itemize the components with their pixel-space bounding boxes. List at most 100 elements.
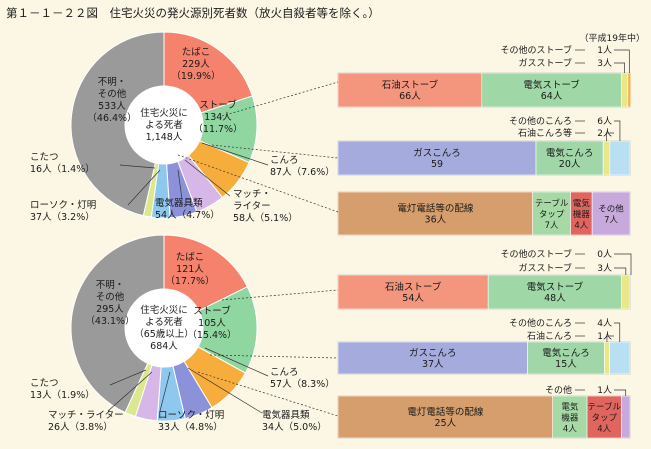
bar-segment-r1-s0 (337, 341, 528, 375)
bar-label-r2-s0-value: 25人 (435, 418, 457, 429)
pie-label-lighter-line-0: マッチ・ (233, 189, 271, 200)
pie-center-label-line-1: よる死者 (145, 317, 183, 328)
bar-callout-name-r1-s2: 石油こんろ (527, 330, 572, 342)
pie-center-label-line-0: 住宅火災に (140, 304, 188, 316)
bar-callout-name-r0-s2: ガスストーブ (519, 57, 572, 69)
pie-center-label-line-0: 住宅火災に (140, 107, 188, 119)
bar-segment-r0-s1 (487, 274, 622, 310)
pie-slice-stove (162, 286, 258, 374)
bar-segment-r0-s2 (620, 72, 629, 108)
bar-label-r1-s0-value: 37人 (422, 359, 444, 370)
pie-leader-lighter (107, 371, 153, 412)
bar-label-r1-s1-value: 20人 (559, 159, 581, 170)
pie-label-konro-line-1: 87人（7.6%） (270, 166, 335, 178)
connector-konro-1 (211, 144, 339, 159)
bar-callout-name-r1-s3: その他のこんろ (509, 317, 572, 329)
bar-segment-r1-s3 (609, 341, 631, 375)
pie-label-kotatsu-line-0: こたつ (30, 378, 59, 389)
bar-label-r2-s2-name-0: テーブル (587, 402, 621, 413)
bar-label-r2-s1-name-1: タップ (539, 210, 565, 220)
bar-callout-value-r0-s3: 0人 (597, 249, 612, 260)
pie-center-label-line-1: よる死者 (145, 120, 183, 131)
pie-leader-lighter (184, 159, 231, 197)
bar-label-r1-s1-name-0: 電気こんろ (542, 347, 590, 359)
bar-label-r2-s0-value: 36人 (425, 215, 447, 226)
pie-leader-konro (204, 347, 269, 377)
pie-leader-appliance (187, 367, 263, 414)
bar-segment-r2-s3 (591, 191, 631, 236)
bar-segment-r2-s2 (586, 395, 622, 439)
bar-callout-value-r1-s2: 2人 (597, 128, 612, 139)
bar-label-r1-s1-value: 15人 (555, 359, 577, 370)
pie-slice-unknown (70, 234, 165, 414)
pie-label-appliance-line-1: 54人（4.7%） (155, 209, 220, 221)
bar-label-r0-s1-name-0: 電気ストーブ (523, 79, 580, 91)
bar-label-r2-s0-name-0: 電灯電話等の配線 (407, 406, 484, 418)
bar-callout-value-r1-s2: 1人 (597, 331, 612, 342)
bar-callout-leader-r0-s2 (614, 62, 625, 73)
pie-label-tobacco-line-2: （19.9%） (171, 70, 220, 82)
pie-label-kotatsu-line-1: 13人（1.9%） (30, 389, 95, 401)
pie-leader-konro (201, 142, 269, 166)
bar-callout-value-r0-s3: 1人 (597, 45, 612, 56)
bar-segment-r0-s1 (481, 72, 622, 108)
bar-segment-r2-s3 (621, 395, 631, 439)
bar-callout-leader-r0-s2 (614, 267, 627, 275)
pie-label-stove-line-1: 105人 (198, 318, 226, 329)
bar-segment-r1-s2 (604, 341, 610, 375)
bar-label-r0-s1-value: 64人 (541, 91, 563, 102)
bar-callout-name-r1-s2: 石油こんろ等 (518, 127, 572, 139)
bar-segment-r2-s0 (337, 395, 554, 439)
bar-label-r2-s1-name-1: 機器 (561, 413, 579, 424)
bar-label-r2-s1-name-0: 電気 (561, 402, 579, 413)
bar-label-r2-s2-value: 4人 (574, 221, 588, 231)
bar-label-r2-s1-value: 7人 (545, 221, 559, 231)
pie-label-appliance-line-1: 34人（5.0%） (262, 421, 327, 433)
pie-label-candle-line-1: 37人（3.2%） (30, 211, 95, 223)
pie-leader-candle (159, 371, 171, 412)
pie-label-unknown-line-2: 533人 (98, 101, 126, 112)
bar-callout-value-r1-s3: 4人 (597, 318, 612, 329)
bar-label-r2-s3-name-0: その他 (598, 204, 624, 215)
pie-label-candle-line-1: 33人（4.8%） (158, 421, 223, 433)
pie-label-candle-line-0: ローソク・灯明 (158, 410, 224, 421)
pie-label-unknown-line-3: （46.4%） (87, 112, 136, 124)
bar-segment-r1-s0 (337, 140, 537, 176)
bar-label-r1-s1-name-0: 電気こんろ (546, 147, 594, 159)
bar-callout-leader-r2-s3 (614, 389, 627, 396)
pie-label-unknown-line-1: その他 (98, 88, 127, 100)
pie-leader-appliance (177, 169, 183, 200)
bar-callout-value-r1-s3: 6人 (597, 116, 612, 127)
pie-label-candle-line-0: ローソク・灯明 (30, 200, 96, 211)
bar-label-r0-s1-value: 48人 (544, 293, 566, 304)
bar-callout-leader-r1-s2 (606, 132, 614, 141)
bar-label-r2-s1-name-0: テーブル (535, 198, 569, 209)
pie-label-stove-line-0: ストーブ (199, 99, 237, 111)
bar-segment-r0-s2 (621, 274, 631, 310)
bar-label-r1-s0-name-0: ガスこんろ (409, 348, 457, 359)
pie-leader-kotatsu (109, 369, 147, 386)
pie-label-stove-line-0: ストーブ (193, 305, 231, 317)
pie-label-stove-line-2: （15.4%） (187, 329, 236, 341)
bar-label-r0-s0-value: 66人 (399, 91, 421, 102)
bar-callout-leader-r0-s3 (614, 49, 630, 73)
bar-segment-r1-s1 (535, 140, 604, 176)
bar-label-r0-s0-value: 54人 (402, 293, 424, 304)
pie-label-konro-line-0: こんろ (270, 367, 299, 378)
pie-label-lighter-line-2: 58人（5.1%） (233, 212, 298, 224)
pie-leader-candle (127, 169, 161, 206)
bar-label-r2-s1-value: 4人 (563, 425, 577, 435)
pie-label-unknown-line-3: （43.1%） (85, 315, 134, 327)
bar-callout-name-r0-s3: その他のストーブ (501, 248, 572, 260)
connector-appliance-2 (197, 371, 339, 417)
bar-label-r0-s1-name-0: 電気ストーブ (527, 281, 584, 293)
bar-callout-name-r2-s3: その他 (545, 384, 572, 396)
pie-slice-unknown (70, 31, 165, 217)
pie-label-appliance-line-0: 電気器具類 (262, 409, 310, 421)
bar-segment-r0-s3 (627, 72, 632, 108)
pie-label-unknown-line-1: その他 (96, 291, 125, 303)
